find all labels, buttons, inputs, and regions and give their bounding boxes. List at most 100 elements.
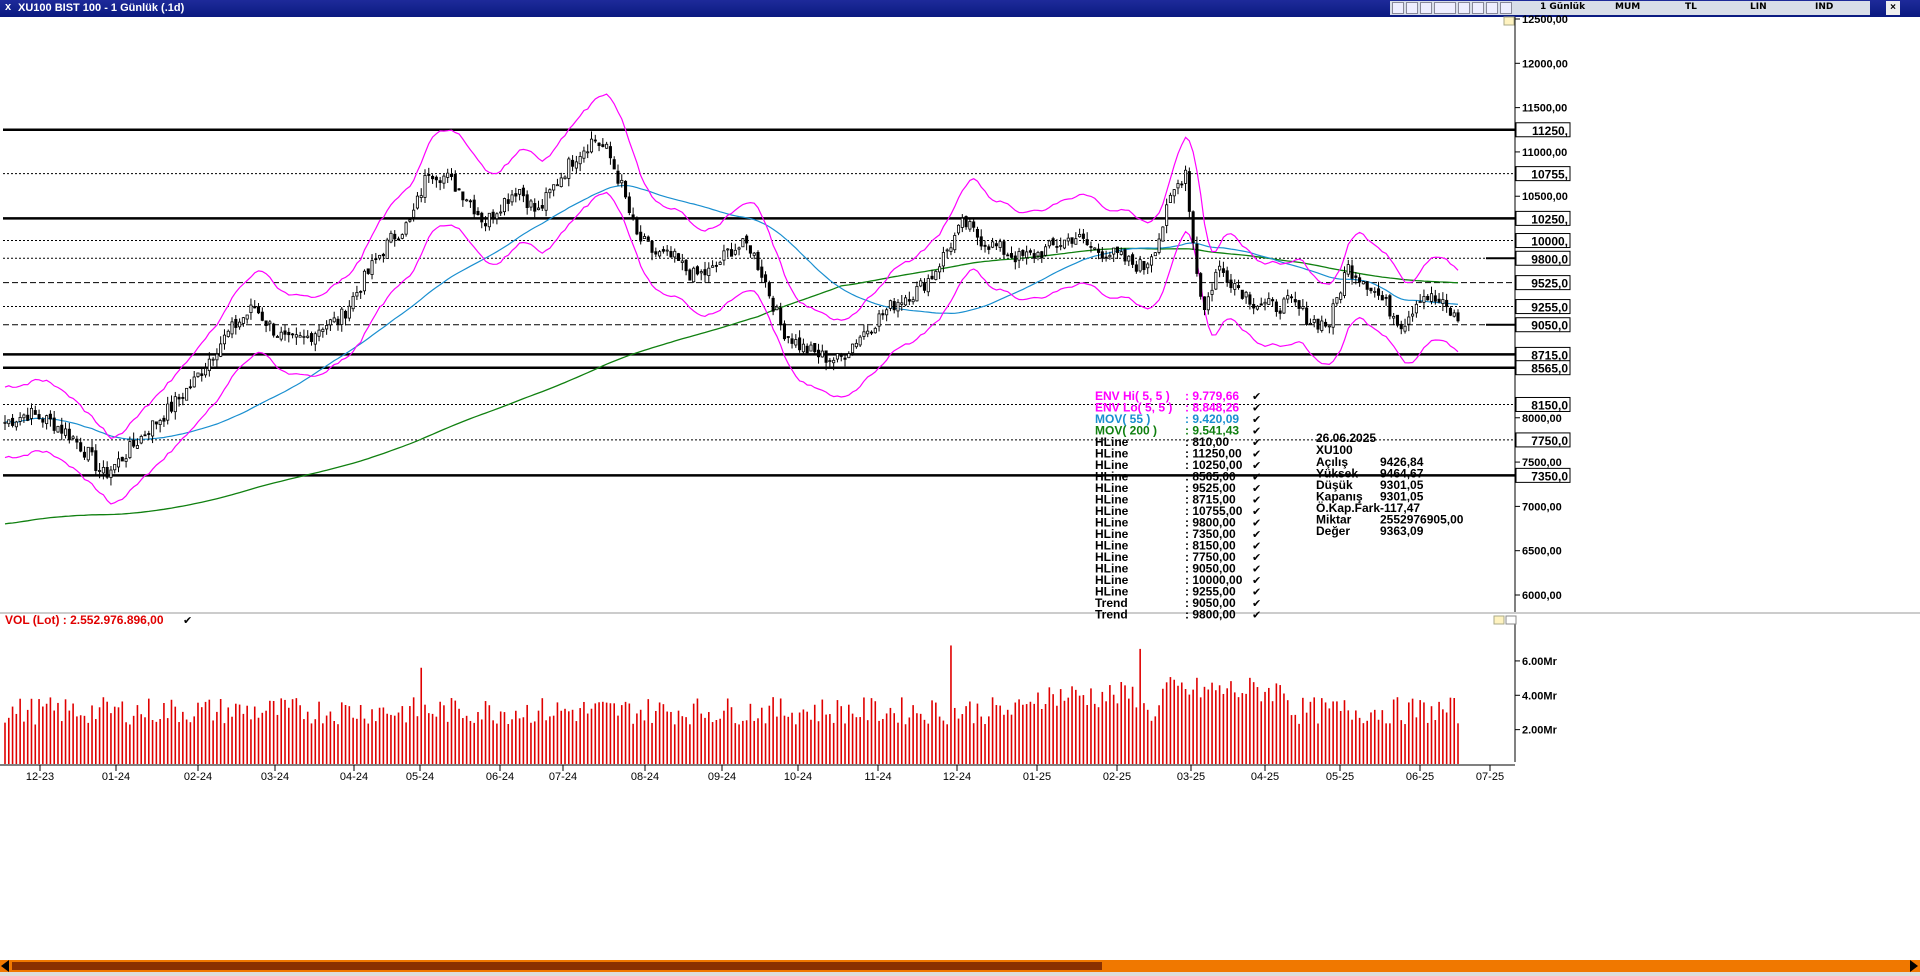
close-icon[interactable]: x (5, 1, 12, 13)
candle-body (7, 419, 11, 425)
candle-body (1146, 263, 1150, 269)
candle-body (748, 245, 752, 254)
candle-body (325, 325, 329, 330)
candle-body (340, 308, 344, 325)
legend-check-icon: ✔ (1252, 403, 1261, 415)
candle-body (294, 334, 298, 338)
y-tick-label: 6500,00 (1522, 546, 1562, 558)
legend-line-name: HLine (1095, 516, 1129, 530)
period-select[interactable]: 1 Günlük (1540, 2, 1586, 12)
candle-body (158, 420, 162, 425)
scale-button[interactable]: LIN (1750, 2, 1767, 12)
candle-body (1172, 189, 1176, 197)
candle-body (453, 173, 457, 192)
candle-body (525, 194, 529, 208)
candle-body (949, 247, 953, 252)
legend-check-icon: ✔ (1252, 564, 1261, 576)
currency-button[interactable]: TL (1685, 2, 1697, 12)
candle-body (1278, 310, 1282, 314)
candle-body (1180, 183, 1184, 186)
candle-body (256, 306, 261, 314)
window-close-button[interactable]: × (1886, 1, 1900, 15)
candle-body (987, 246, 991, 250)
scroll-thumb[interactable] (12, 962, 1102, 970)
candle-body (287, 331, 291, 336)
tool-icon-1[interactable] (1392, 2, 1404, 14)
candle-body (529, 200, 533, 208)
tool-icon-4[interactable] (1434, 2, 1456, 14)
tool-icon-2[interactable] (1406, 2, 1418, 14)
candle-body (90, 447, 94, 453)
volume-tick-label: 4.00Mr (1522, 690, 1558, 702)
y-tick-label: 12000,00 (1522, 58, 1568, 70)
tool-icon-6[interactable] (1472, 2, 1484, 14)
candle-body (843, 357, 847, 360)
chart-type-button[interactable]: MUM (1615, 2, 1641, 12)
tool-icon-8[interactable] (1500, 2, 1512, 14)
candle-body (173, 396, 177, 413)
info-symbol: XU100 (1316, 443, 1353, 457)
candle-body (620, 179, 624, 184)
candle-body (264, 320, 268, 326)
envelope-low-line (4, 191, 1459, 505)
tool-icon-7[interactable] (1486, 2, 1498, 14)
candle-body (207, 358, 211, 372)
candle-body (457, 188, 461, 191)
candle-body (412, 209, 416, 218)
candle-body (514, 193, 518, 197)
candle-body (1339, 292, 1343, 300)
candle-body (521, 187, 525, 197)
candle-body (726, 248, 730, 251)
candle-body (1354, 275, 1358, 278)
indicator-button[interactable]: IND (1815, 2, 1834, 12)
tool-icon-5[interactable] (1458, 2, 1470, 14)
candle-body (1237, 285, 1241, 288)
x-tick-label: 03-25 (1177, 771, 1205, 783)
candle-body (480, 212, 484, 223)
legend-line-value: : 810,00 (1185, 435, 1229, 449)
candle-body (960, 217, 964, 228)
candle-body (1028, 250, 1032, 253)
legend-indicator-name: ENV Lo( 5, 5 ) (1095, 401, 1172, 415)
candle-body (885, 309, 889, 316)
candle-body (393, 233, 397, 240)
hline-label: 8715,0 (1531, 348, 1568, 362)
candle-body (135, 445, 139, 449)
scroll-right-icon[interactable] (1910, 960, 1918, 972)
legend-line-value: : 9525,00 (1185, 481, 1236, 495)
legend-line-name: HLine (1095, 504, 1129, 518)
candle-body (1214, 271, 1218, 290)
legend-check-icon: ✔ (1252, 483, 1261, 495)
candle-body (94, 450, 98, 471)
candle-body (646, 236, 650, 242)
candle-body (998, 241, 1002, 248)
legend-indicator-value: : 9.541,43 (1185, 424, 1239, 438)
hline-label: 10755, (1531, 168, 1568, 182)
legend-line-value: : 10000,00 (1185, 573, 1243, 587)
x-tick-label: 06-24 (486, 771, 514, 783)
candle-body (1452, 312, 1456, 317)
candle-body (801, 343, 805, 353)
horizontal-scrollbar[interactable] (0, 960, 1920, 972)
candle-body (888, 300, 892, 309)
y-tick-label: 7000,00 (1522, 501, 1562, 513)
candle-body (1429, 293, 1434, 302)
candle-body (915, 286, 919, 302)
candle-body (1013, 255, 1017, 263)
candle-body (151, 420, 155, 437)
candle-body (408, 219, 412, 222)
candle-body (1240, 289, 1244, 299)
candle-body (181, 397, 185, 399)
hline-label-box (1515, 432, 1571, 448)
tool-icon-3[interactable] (1420, 2, 1432, 14)
candle-body (219, 343, 223, 357)
legend-indicator-name: ENV Hi( 5, 5 ) (1095, 389, 1170, 403)
candle-body (1252, 303, 1256, 309)
legend-line-name: HLine (1095, 493, 1129, 507)
scroll-left-icon[interactable] (1, 960, 9, 972)
candle-body (510, 194, 514, 203)
window-title: XU100 BIST 100 - 1 Günlük (.1d) (18, 2, 185, 14)
candle-body (105, 467, 109, 478)
candle-body (567, 158, 571, 179)
